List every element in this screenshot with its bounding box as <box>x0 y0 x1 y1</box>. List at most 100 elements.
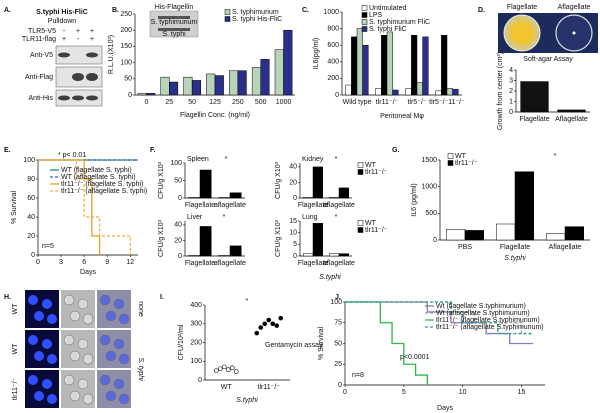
panel-label: I. <box>160 294 164 301</box>
legend-label: tlr11⁻/⁻ <box>455 160 478 167</box>
annotation: * <box>225 156 228 163</box>
bar <box>183 76 193 96</box>
blot-band <box>86 73 98 81</box>
x-tick-label: 9 <box>105 259 109 266</box>
cell <box>113 378 125 390</box>
bar <box>229 70 239 96</box>
x-axis-label: Peritoneal Mφ <box>380 113 424 120</box>
y-tick-label: 40 <box>289 164 297 171</box>
cell <box>69 310 81 322</box>
bar <box>464 230 484 241</box>
y-tick-label: 40 <box>27 214 35 221</box>
plate-label: Aflagellate <box>558 4 591 11</box>
row-label: WT <box>12 343 19 355</box>
y-tick-label: 20 <box>174 237 182 244</box>
chart-title: Lung <box>302 214 318 221</box>
panel-label: A. <box>4 7 11 14</box>
y-tick-label: 150 <box>120 43 132 50</box>
chart-title: Spleen <box>187 156 209 163</box>
bar <box>392 89 399 96</box>
panel-label: F. <box>150 147 156 154</box>
cell <box>118 313 130 325</box>
caption: Soft-agar Assay <box>523 56 573 63</box>
cell <box>99 294 111 306</box>
x-tick-label: Aflagellate <box>555 116 588 123</box>
cell <box>28 375 38 385</box>
cell <box>47 394 57 404</box>
cell <box>105 390 117 402</box>
y-tick-label: 100 <box>23 157 35 164</box>
data-point <box>221 364 227 370</box>
y-tick-label: 100 <box>120 59 132 66</box>
cell <box>47 314 57 324</box>
legend-label: S. typhi His-FliC <box>232 16 282 23</box>
y-tick-label: 200 <box>327 75 339 82</box>
y-axis-label: CFU/g X10³ <box>275 161 282 199</box>
bar <box>283 29 293 96</box>
y-tick-label: 0 <box>198 377 202 384</box>
y-axis-label: CFU/g X10³ <box>158 219 165 257</box>
inset-band <box>158 16 190 19</box>
x-tick-label: 12 <box>126 259 134 266</box>
x-tick-label: aflagellate <box>214 202 246 209</box>
blot-band <box>72 73 84 81</box>
blot-sign: + <box>90 28 94 35</box>
x-tick-label: 50 <box>188 99 196 106</box>
x-tick-label: Wild type <box>343 99 372 106</box>
panel-label: D. <box>478 7 485 14</box>
cell <box>82 313 94 325</box>
cell <box>118 393 130 405</box>
plate-label: Flagellate <box>507 4 537 11</box>
x-tick-label: tlr5⁻/⁻11⁻/⁻ <box>429 99 465 106</box>
annotation: * <box>335 156 338 163</box>
y-tick-label: 800 <box>327 25 339 32</box>
x-tick-label: 3 <box>59 259 63 266</box>
bar <box>229 245 242 257</box>
legend-label: tlr11⁻/⁻ (flagellate S.typhimurium) <box>436 317 540 324</box>
legend-swatch <box>357 162 364 168</box>
annotation: * p< 0.01 <box>58 152 86 159</box>
blot-band <box>86 95 98 101</box>
cell <box>28 295 38 305</box>
y-axis-label: Growth from center (cm²) <box>497 52 504 130</box>
bar <box>546 233 566 241</box>
bar <box>188 197 201 199</box>
y-tick-label: 50 <box>334 340 342 347</box>
bar <box>452 88 459 96</box>
x-axis-label: Days <box>437 405 453 412</box>
cell <box>69 390 81 402</box>
y-tick-label: 20 <box>27 233 35 240</box>
x-tick-label: 10 <box>459 389 467 396</box>
cell <box>47 354 57 364</box>
bar <box>146 93 156 96</box>
legend-label: Wt (flagellate S.typhimurium) <box>436 303 526 310</box>
chart-title: Kidney <box>302 156 324 163</box>
survival-line <box>345 301 534 335</box>
legend-swatch <box>357 227 364 233</box>
legend-label: tlr11⁻/⁻ <box>365 169 388 176</box>
y-tick-label: 0 <box>31 252 35 259</box>
bar <box>362 44 369 96</box>
legend-label: LPS <box>369 12 383 19</box>
y-tick-label: 0 <box>338 382 342 389</box>
bar <box>520 81 549 113</box>
legend-swatch <box>447 153 454 159</box>
blot-sign: - <box>77 36 80 43</box>
y-axis-label: CFU/g X10³ <box>275 219 282 257</box>
y-tick-label: 1 <box>509 98 513 105</box>
x-tick-label: 0 <box>36 259 40 266</box>
y-tick-label: 0 <box>178 195 182 202</box>
panel-label: B. <box>112 7 119 14</box>
inset-blot <box>149 10 199 38</box>
y-tick-label: 400 <box>190 302 202 309</box>
y-tick-label: 50 <box>124 76 132 83</box>
legend-label: WT (flagellate S. typhi) <box>61 167 132 174</box>
panel-label: C. <box>302 7 309 14</box>
x-tick-label: 500 <box>255 99 267 106</box>
cell <box>42 339 52 349</box>
plate-growth <box>510 21 534 45</box>
legend-label: tlr11⁻/⁻ <box>365 227 388 234</box>
bar <box>345 84 352 96</box>
data-point <box>266 317 272 323</box>
inset-band <box>158 28 190 31</box>
